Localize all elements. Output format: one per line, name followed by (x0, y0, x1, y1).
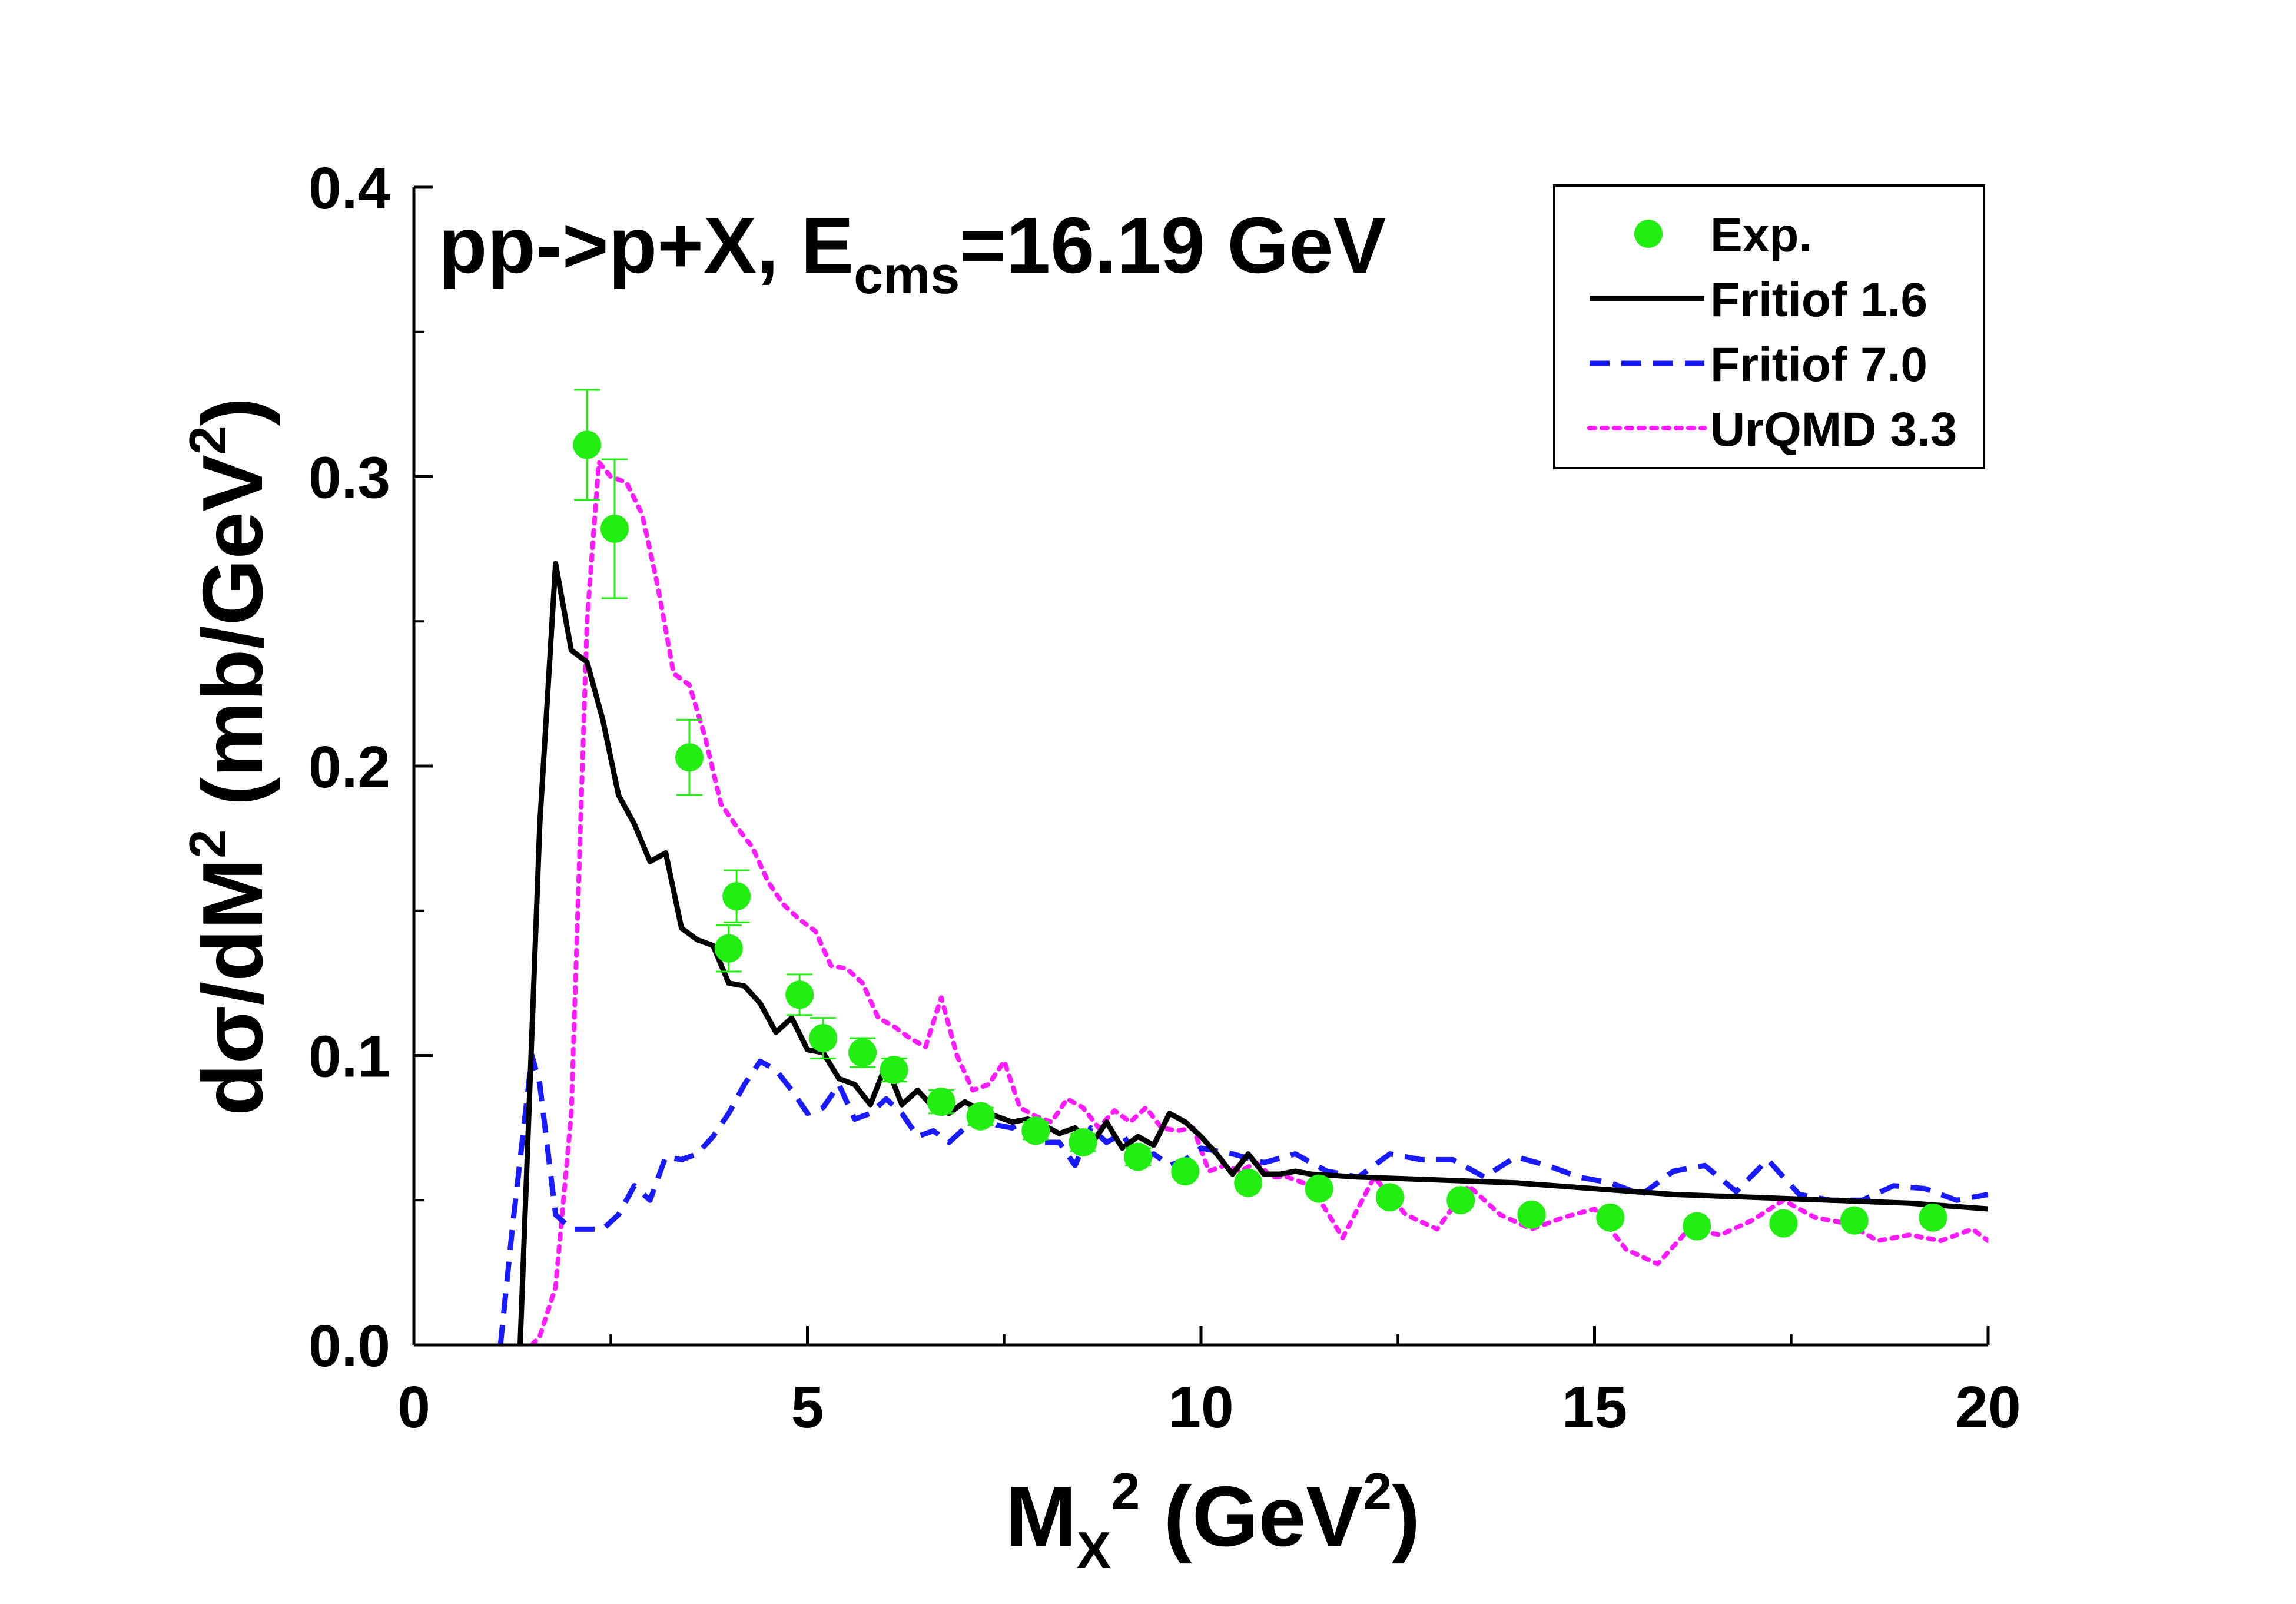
x-tick-label: 0 (397, 1374, 430, 1440)
exp-point-group-2 (675, 718, 704, 796)
exp-data-point (1769, 1209, 1798, 1238)
exp-point-group-24 (1919, 1203, 1947, 1232)
legend-label-urqmd-3-3: UrQMD 3.3 (1710, 403, 1957, 456)
exp-point-group-19 (1517, 1200, 1546, 1229)
chart-title-subscript: cms (854, 246, 960, 305)
exp-point-group-12 (1069, 1128, 1097, 1156)
exp-data-point (1517, 1200, 1546, 1229)
exp-point-group-5 (785, 973, 814, 1016)
y-axis-label-unit-close: ) (185, 397, 280, 426)
x-axis-label-unit-close: ) (1392, 1469, 1420, 1564)
x-tick-label: 10 (1168, 1374, 1233, 1440)
exp-point-group-16 (1305, 1174, 1333, 1203)
exp-data-point (1375, 1183, 1404, 1212)
x-axis-label-superscript: 2 (1111, 1462, 1140, 1520)
exp-point-group-10 (966, 1102, 995, 1131)
exp-data-point (675, 743, 704, 772)
exp-point-group-4 (722, 869, 751, 923)
exp-data-point (1840, 1206, 1869, 1235)
legend: Exp. Fritiof 1.6 Fritiof 7.0 UrQMD 3.3 (1553, 184, 1985, 469)
exp-data-point (600, 514, 629, 543)
y-axis-label-superscript: 2 (178, 830, 237, 859)
y-tick-label: 0.2 (308, 734, 390, 800)
x-axis-label-base: M (1006, 1469, 1077, 1564)
exp-data-point (966, 1102, 995, 1131)
x-axis-label-subscript: X (1077, 1521, 1111, 1579)
y-tick-label: 0.3 (308, 445, 390, 511)
exp-data-point (1683, 1212, 1711, 1241)
exp-point-group-0 (573, 389, 602, 501)
exp-data-point (714, 934, 743, 963)
exp-point-group-20 (1596, 1203, 1625, 1232)
legend-label-exp: Exp. (1710, 208, 1812, 262)
exp-point-group-17 (1375, 1183, 1404, 1212)
exp-data-point (722, 882, 751, 911)
x-tick-label: 5 (791, 1374, 824, 1440)
axes-layer: 0 5 10 15 20 0.0 0.1 0.2 0.3 0.4 (308, 155, 2021, 1440)
exp-data-point (1305, 1174, 1333, 1203)
exp-point-group-8 (880, 1056, 908, 1085)
exp-data-point (809, 1024, 838, 1053)
exp-data-point (1171, 1157, 1200, 1186)
exp-point-group-7 (848, 1037, 877, 1068)
y-axis-label: dσ/dM2 (mb/GeV2) (178, 397, 280, 1116)
exp-point-group-9 (927, 1088, 955, 1116)
x-tick-label: 20 (1955, 1374, 2020, 1440)
exp-point-group-1 (600, 458, 629, 599)
legend-box (1553, 184, 1985, 469)
x-tick-label: 15 (1562, 1374, 1627, 1440)
exp-data-point (1446, 1186, 1475, 1215)
y-tick-label: 0.1 (308, 1024, 390, 1090)
y-axis-label-prefix: d (185, 1063, 280, 1116)
exp-data-point (1124, 1142, 1153, 1171)
exp-point-group-14 (1171, 1157, 1200, 1186)
series-line-urqmd-3-3 (529, 459, 1988, 1345)
exp-point-group-6 (809, 1017, 838, 1059)
x-axis-label-unit-open: (GeV (1140, 1469, 1363, 1564)
y-axis-label-unit-superscript: 2 (178, 426, 237, 455)
y-axis-label-sigma: σ (185, 1005, 280, 1063)
plot-data-layer (497, 389, 1988, 1345)
exp-point-group-15 (1234, 1168, 1263, 1197)
exp-point-group-11 (1021, 1116, 1050, 1145)
y-tick-label: 0.4 (308, 155, 390, 221)
exp-point-group-23 (1840, 1206, 1869, 1235)
exp-data-point (880, 1056, 908, 1085)
exp-point-group-18 (1446, 1186, 1475, 1215)
exp-data-point (1234, 1168, 1263, 1197)
exp-data-point (1596, 1203, 1625, 1232)
x-axis-label: MX2 (GeV2) (1006, 1462, 1420, 1579)
exp-data-point (1069, 1128, 1097, 1156)
legend-sample-exp (1634, 220, 1663, 248)
y-axis-label-unit-open: (mb/GeV (185, 455, 280, 830)
exp-data-point (573, 430, 602, 459)
legend-label-fritiof-7-0: Fritiof 7.0 (1710, 338, 1927, 392)
chart-title: pp->p+X, Ecms=16.19 GeV (439, 201, 1386, 305)
exp-data-point (1919, 1203, 1947, 1232)
x-axis-label-unit-superscript: 2 (1363, 1462, 1392, 1520)
exp-data-point (927, 1088, 955, 1116)
exp-data-point (848, 1038, 877, 1067)
exp-data-point (1021, 1116, 1050, 1145)
exp-point-group-22 (1769, 1209, 1798, 1238)
chart-title-prefix: pp->p+X, E (439, 201, 854, 290)
exp-data-point (785, 980, 814, 1009)
legend-samples (1587, 220, 1707, 430)
exp-point-group-3 (714, 924, 743, 973)
exp-point-group-21 (1683, 1212, 1711, 1241)
exp-point-group-13 (1124, 1142, 1153, 1171)
y-axis-label-mid: /dM (185, 859, 280, 1006)
legend-label-fritiof-1-6: Fritiof 1.6 (1710, 273, 1927, 327)
y-tick-label: 0.0 (308, 1313, 390, 1379)
chart-title-suffix: =16.19 GeV (960, 201, 1386, 290)
